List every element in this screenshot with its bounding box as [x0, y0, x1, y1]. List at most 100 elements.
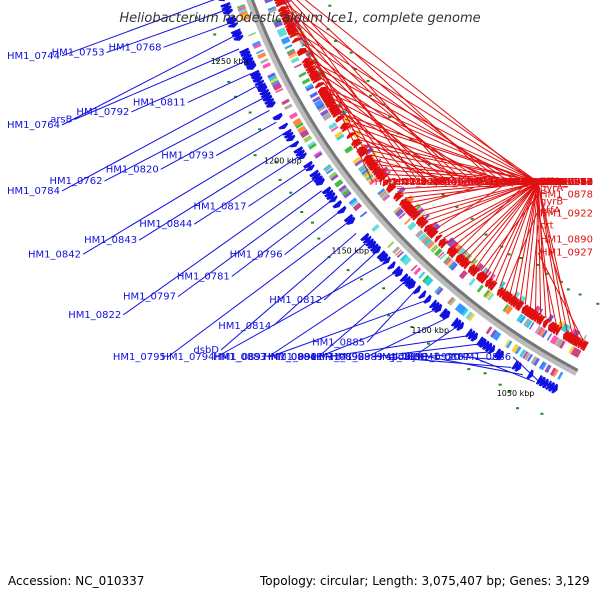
cog-block-inner — [290, 56, 300, 64]
cog-block-inner — [549, 335, 557, 344]
plus-strand-gene — [309, 169, 319, 178]
gene-label-plus-leader — [412, 327, 456, 358]
gene-label-minus-leader — [417, 181, 539, 213]
cog-block-outer — [284, 103, 293, 111]
marker-dot — [334, 40, 338, 42]
topology-text: Topology: circular; Length: 3,075,407 bp… — [259, 574, 590, 588]
minus-strand-gene — [386, 183, 395, 192]
plus-strand-gene — [297, 152, 307, 160]
gene-label-plus: HM1_0883 — [213, 352, 266, 363]
marker-dot — [435, 352, 439, 355]
plus-strand-gene — [278, 122, 289, 130]
marker-dot — [498, 383, 502, 386]
plus-strand-gene — [391, 265, 401, 275]
gene-label-plus: HM1_0797 — [123, 292, 176, 303]
cog-block-inner — [523, 318, 531, 327]
marker-dot — [300, 211, 304, 213]
cog-block-outer — [292, 117, 303, 127]
marker-dot — [274, 160, 278, 163]
cog-block-inner2 — [581, 334, 587, 343]
gene-label-plus-leader — [366, 318, 446, 358]
cog-block-inner — [555, 338, 564, 348]
gene-label-minus: HM1_0856 — [535, 177, 588, 188]
cog-block-outer — [267, 72, 276, 79]
gene-label-minus-leader — [404, 181, 539, 199]
marker-dot — [349, 51, 353, 54]
gene-label-plus-leader — [122, 179, 314, 316]
gene-label-minus: HM1_0890 — [540, 235, 593, 246]
minus-strand-gene — [508, 295, 516, 305]
gene-label-minus-leader — [504, 210, 539, 291]
marker-dot — [467, 368, 471, 371]
gene-label-minus: HM1_0818 — [540, 177, 593, 188]
cog-block-inner — [284, 44, 293, 50]
cog-block-inner — [443, 256, 451, 264]
cog-block-inner — [437, 251, 445, 259]
plus-strand-gene — [293, 146, 303, 154]
cog-block-inner2 — [422, 214, 430, 222]
minus-strand-gene — [301, 57, 312, 64]
gene-label-plus: HM1_0812 — [269, 295, 322, 306]
cog-block-inner — [434, 248, 443, 257]
cog-block-outer — [371, 223, 380, 232]
gene-label-minus-leader — [296, 0, 495, 183]
gene-label-plus: HM1_0744 — [7, 51, 60, 62]
gene-label-plus-leader — [318, 309, 435, 358]
gene-label-plus: HM1_0887 — [417, 352, 470, 363]
plus-strand-gene — [222, 8, 233, 15]
cog-block-outer — [303, 134, 313, 143]
gene-label-minus-leader — [351, 129, 475, 183]
plus-strand-gene — [233, 34, 244, 41]
cog-block-inner — [358, 164, 366, 171]
cog-block-outer — [325, 167, 334, 175]
cog-block-outer — [257, 52, 267, 60]
gene-label-plus-leader — [177, 190, 323, 298]
plus-strand-gene — [262, 94, 273, 102]
gene-label-minus: HM1_0835 — [508, 177, 561, 188]
cog-block-inner — [272, 17, 281, 24]
gene-label-minus-leader — [537, 181, 547, 319]
cog-block-inner — [379, 190, 387, 198]
gene-label-plus-leader — [231, 201, 331, 277]
marker-dot — [346, 269, 350, 272]
gene-label-minus: etfA — [540, 206, 561, 217]
plus-strand-gene — [283, 131, 294, 139]
gene-label-minus-leader — [537, 181, 542, 315]
cog-block-inner2 — [485, 271, 492, 279]
gene-label-minus-leader — [529, 225, 539, 309]
gene-label-minus: nifV — [540, 177, 560, 188]
marker-dot — [328, 4, 332, 7]
plus-strand-gene — [376, 250, 386, 260]
minus-strand-gene — [501, 290, 509, 300]
marker-dot — [536, 263, 540, 266]
plus-strand-gene — [265, 100, 276, 108]
minus-strand-gene — [552, 324, 560, 335]
cog-block-outer — [237, 5, 246, 12]
cog-block-inner — [357, 164, 368, 173]
marker-dot — [428, 163, 432, 166]
marker-dot — [441, 193, 445, 196]
gene-label-minus: HM1_0810 — [405, 177, 458, 188]
marker-dot — [470, 217, 474, 220]
gene-label-plus: HM1_0817 — [194, 201, 247, 212]
minus-strand-gene — [335, 115, 345, 123]
gene-label-minus: HM1_0798 — [540, 177, 593, 188]
gene-label-minus: dnaA — [540, 177, 566, 188]
gene-label-minus: dhaK — [493, 177, 519, 188]
cog-block-inner2 — [498, 281, 506, 290]
gene-label-minus: nifE — [540, 177, 559, 188]
minus-strand-gene — [309, 72, 320, 79]
cog-block-inner2 — [396, 186, 406, 195]
plus-strand-gene — [538, 376, 546, 387]
cog-block-outer — [399, 253, 408, 262]
gene-label-minus: oorD — [540, 177, 564, 188]
cog-block-inner — [276, 27, 287, 36]
cog-block-inner — [320, 109, 329, 117]
cog-block-outer — [504, 339, 511, 347]
marker-dot — [409, 138, 413, 141]
gene-label-minus: dnaN — [540, 177, 566, 188]
plus-strand-gene — [321, 186, 332, 195]
plus-strand-gene — [548, 381, 555, 392]
label-layer: 1050 kbp 1100 kbp 1150 kbp 1200 kbp 1250 kbp… — [7, 0, 593, 398]
gene-label-plus-leader — [366, 291, 415, 343]
